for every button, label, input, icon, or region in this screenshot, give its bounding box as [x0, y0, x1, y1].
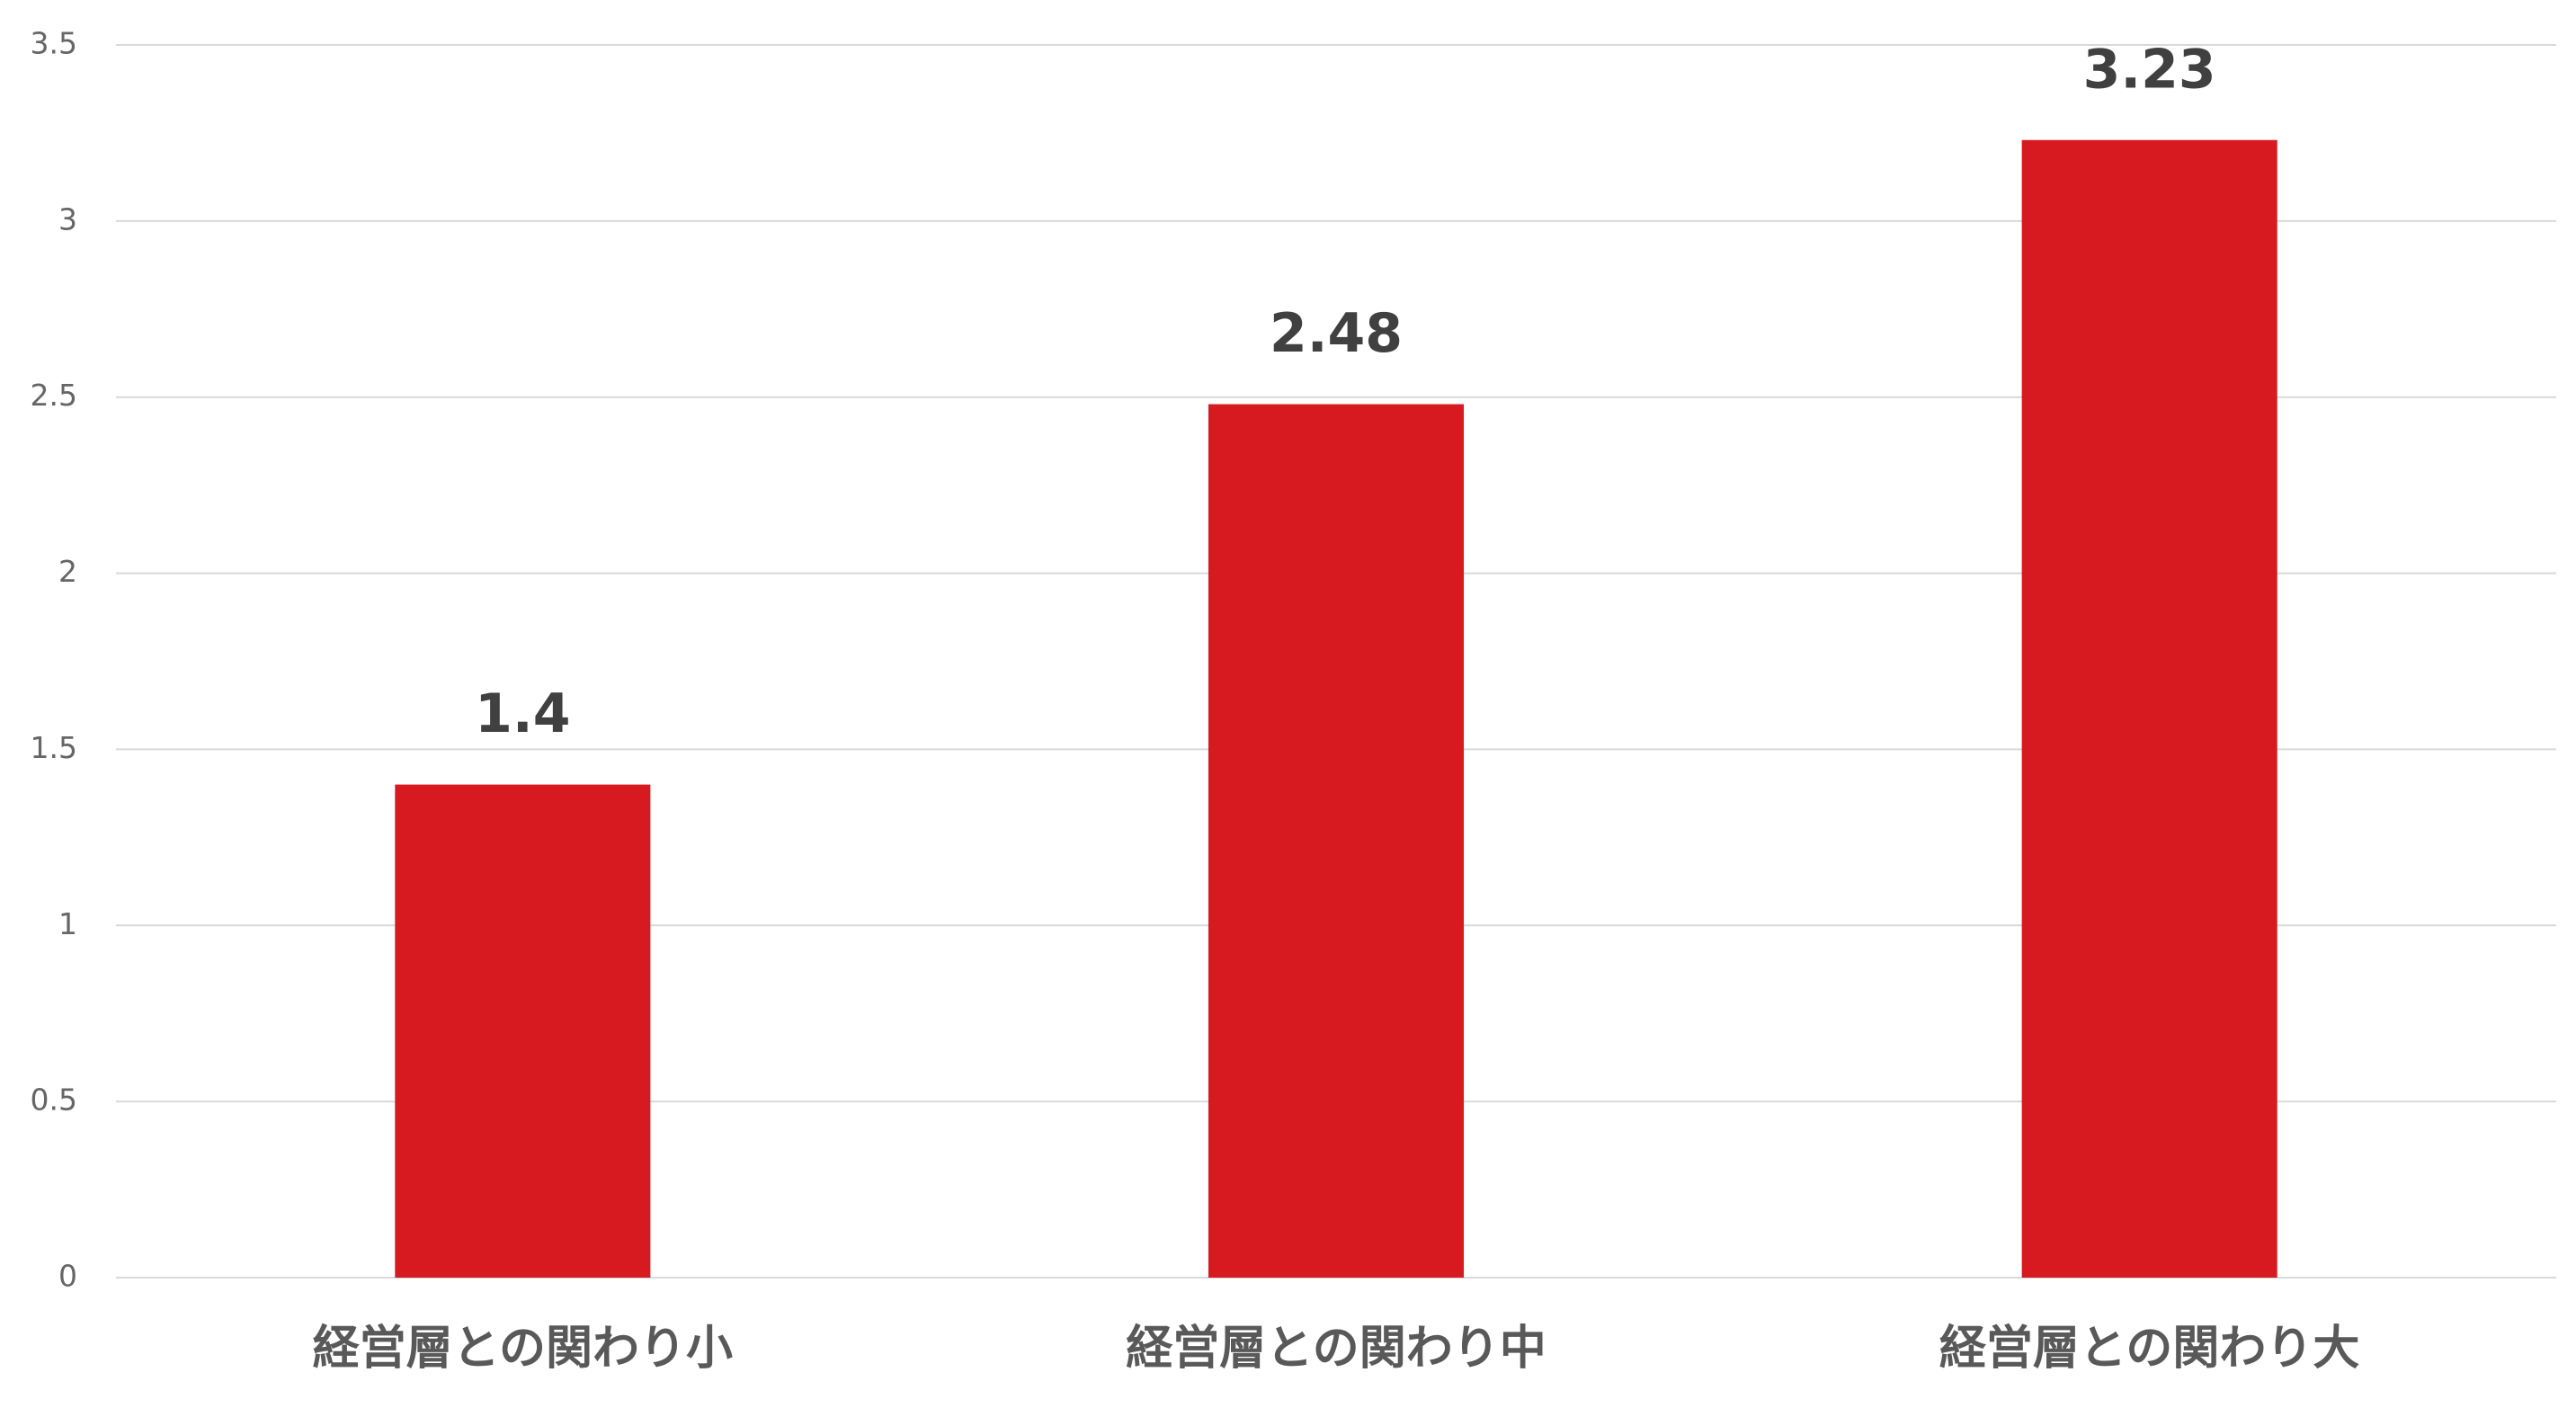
data-label: 3.23 — [2083, 38, 2216, 101]
y-tick-label: 1.5 — [31, 730, 77, 765]
y-tick-label: 0 — [58, 1259, 77, 1294]
bar — [395, 784, 651, 1278]
y-tick-label: 3.5 — [31, 26, 77, 61]
y-tick-label: 3 — [58, 201, 77, 236]
bar — [2021, 139, 2277, 1279]
data-label: 1.4 — [475, 682, 570, 745]
y-tick-label: 0.5 — [31, 1083, 77, 1118]
x-tick-label: 経営層との関わり大 — [1939, 1322, 2359, 1376]
y-tick-label: 1 — [58, 906, 77, 941]
x-tick-label: 経営層との関わり中 — [1126, 1322, 1546, 1376]
y-tick-label: 2 — [58, 554, 77, 589]
x-tick-label: 経営層との関わり小 — [313, 1322, 733, 1376]
data-label: 2.48 — [1270, 302, 1403, 365]
y-tick-label: 2.5 — [31, 378, 77, 413]
bar — [1208, 404, 1465, 1278]
